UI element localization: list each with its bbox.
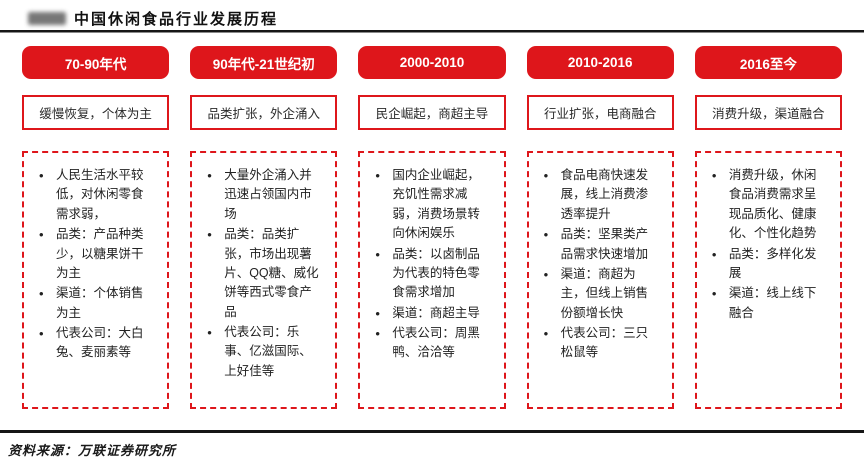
era-badge: 70-90年代 [22, 46, 170, 79]
era-detail-box: 食品电商快速发展，线上消费渗透率提升 品类：坚果类产品需求快速增加 渠道：商超为… [526, 151, 674, 409]
bullet-list: 国内企业崛起，充饥性需求减弱，消费场景转向休闲娱乐 品类：以卤制品为代表的特色零… [360, 166, 491, 363]
bullet-item: 代表公司：周黑鸭、洽洽等 [375, 324, 491, 363]
era-column-70-90: 70-90年代 缓慢恢复，个体为主 人民生活水平较低，对休闲零食需求弱， 品类：… [22, 46, 170, 409]
era-column-90s-2000: 90年代-21世纪初 品类扩张，外企涌入 大量外企涌入并迅速占领国内市场 品类：… [190, 46, 338, 409]
source-note: 资料来源：万联证券研究所 [8, 443, 177, 458]
bullet-item: 渠道：商超主导 [375, 304, 491, 325]
redacted-label [28, 11, 66, 25]
era-badge: 2010-2016 [526, 46, 674, 79]
era-summary: 品类扩张，外企涌入 [190, 95, 338, 130]
era-detail-box: 人民生活水平较低，对休闲零食需求弱， 品类：产品种类少，以糖果饼干为主 渠道：个… [22, 151, 170, 409]
bullet-item: 消费升级，休闲食品消费需求呈现品质化、健康化、个性化趋势 [712, 166, 828, 244]
bullet-item: 品类：以卤制品为代表的特色零食需求增加 [375, 245, 491, 303]
bullet-item: 食品电商快速发展，线上消费渗透率提升 [544, 166, 660, 224]
bullet-item: 大量外企涌入并迅速占领国内市场 [207, 166, 323, 224]
title-divider [0, 30, 864, 33]
era-badge: 90年代-21世纪初 [190, 46, 338, 79]
era-badge: 2016至今 [694, 46, 843, 79]
figure-header: 中国休闲食品行业发展历程 [0, 0, 864, 28]
era-summary: 缓慢恢复，个体为主 [22, 95, 170, 130]
era-badge: 2000-2010 [358, 46, 506, 79]
era-summary: 行业扩张，电商融合 [526, 95, 674, 130]
timeline-columns: 70-90年代 缓慢恢复，个体为主 人民生活水平较低，对休闲零食需求弱， 品类：… [0, 33, 864, 409]
bullet-item: 代表公司：大白兔、麦丽素等 [39, 324, 155, 363]
bullet-list: 大量外企涌入并迅速占领国内市场 品类：品类扩张，市场出现薯片、QQ糖、威化饼等西… [192, 166, 323, 381]
bullet-item: 渠道：个体销售为主 [39, 284, 155, 323]
bullet-list: 消费升级，休闲食品消费需求呈现品质化、健康化、个性化趋势 品类：多样化发展 渠道… [697, 166, 828, 323]
bullet-item: 品类：多样化发展 [712, 245, 828, 284]
bullet-item: 人民生活水平较低，对休闲零食需求弱， [39, 166, 155, 224]
bullet-item: 渠道：商超为主，但线上销售份额增长快 [544, 265, 660, 323]
figure-title: 中国休闲食品行业发展历程 [74, 10, 279, 28]
bullet-item: 品类：产品种类少，以糖果饼干为主 [39, 225, 155, 283]
bullet-list: 食品电商快速发展，线上消费渗透率提升 品类：坚果类产品需求快速增加 渠道：商超为… [529, 166, 660, 363]
era-column-2000-2010: 2000-2010 民企崛起，商超主导 国内企业崛起，充饥性需求减弱，消费场景转… [358, 46, 506, 409]
era-summary: 民企崛起，商超主导 [358, 95, 506, 130]
era-summary: 消费升级，渠道融合 [694, 95, 843, 130]
bullet-item: 品类：品类扩张，市场出现薯片、QQ糖、威化饼等西式零食产品 [207, 225, 323, 322]
figure-footer: 资料来源：万联证券研究所 [0, 430, 864, 466]
era-column-2010-2016: 2010-2016 行业扩张，电商融合 食品电商快速发展，线上消费渗透率提升 品… [526, 46, 674, 409]
bullet-item: 品类：坚果类产品需求快速增加 [544, 225, 660, 264]
era-detail-box: 消费升级，休闲食品消费需求呈现品质化、健康化、个性化趋势 品类：多样化发展 渠道… [694, 151, 843, 409]
bullet-item: 渠道：线上线下融合 [712, 284, 828, 323]
bullet-item: 代表公司：三只松鼠等 [544, 324, 660, 363]
era-column-2016-now: 2016至今 消费升级，渠道融合 消费升级，休闲食品消费需求呈现品质化、健康化、… [694, 46, 843, 409]
bullet-item: 代表公司：乐事、亿滋国际、上好佳等 [207, 323, 323, 381]
bullet-item: 国内企业崛起，充饥性需求减弱，消费场景转向休闲娱乐 [375, 166, 491, 244]
era-detail-box: 大量外企涌入并迅速占领国内市场 品类：品类扩张，市场出现薯片、QQ糖、威化饼等西… [190, 151, 338, 409]
footer-divider [0, 430, 864, 433]
era-detail-box: 国内企业崛起，充饥性需求减弱，消费场景转向休闲娱乐 品类：以卤制品为代表的特色零… [358, 151, 506, 409]
bullet-list: 人民生活水平较低，对休闲零食需求弱， 品类：产品种类少，以糖果饼干为主 渠道：个… [24, 166, 155, 363]
